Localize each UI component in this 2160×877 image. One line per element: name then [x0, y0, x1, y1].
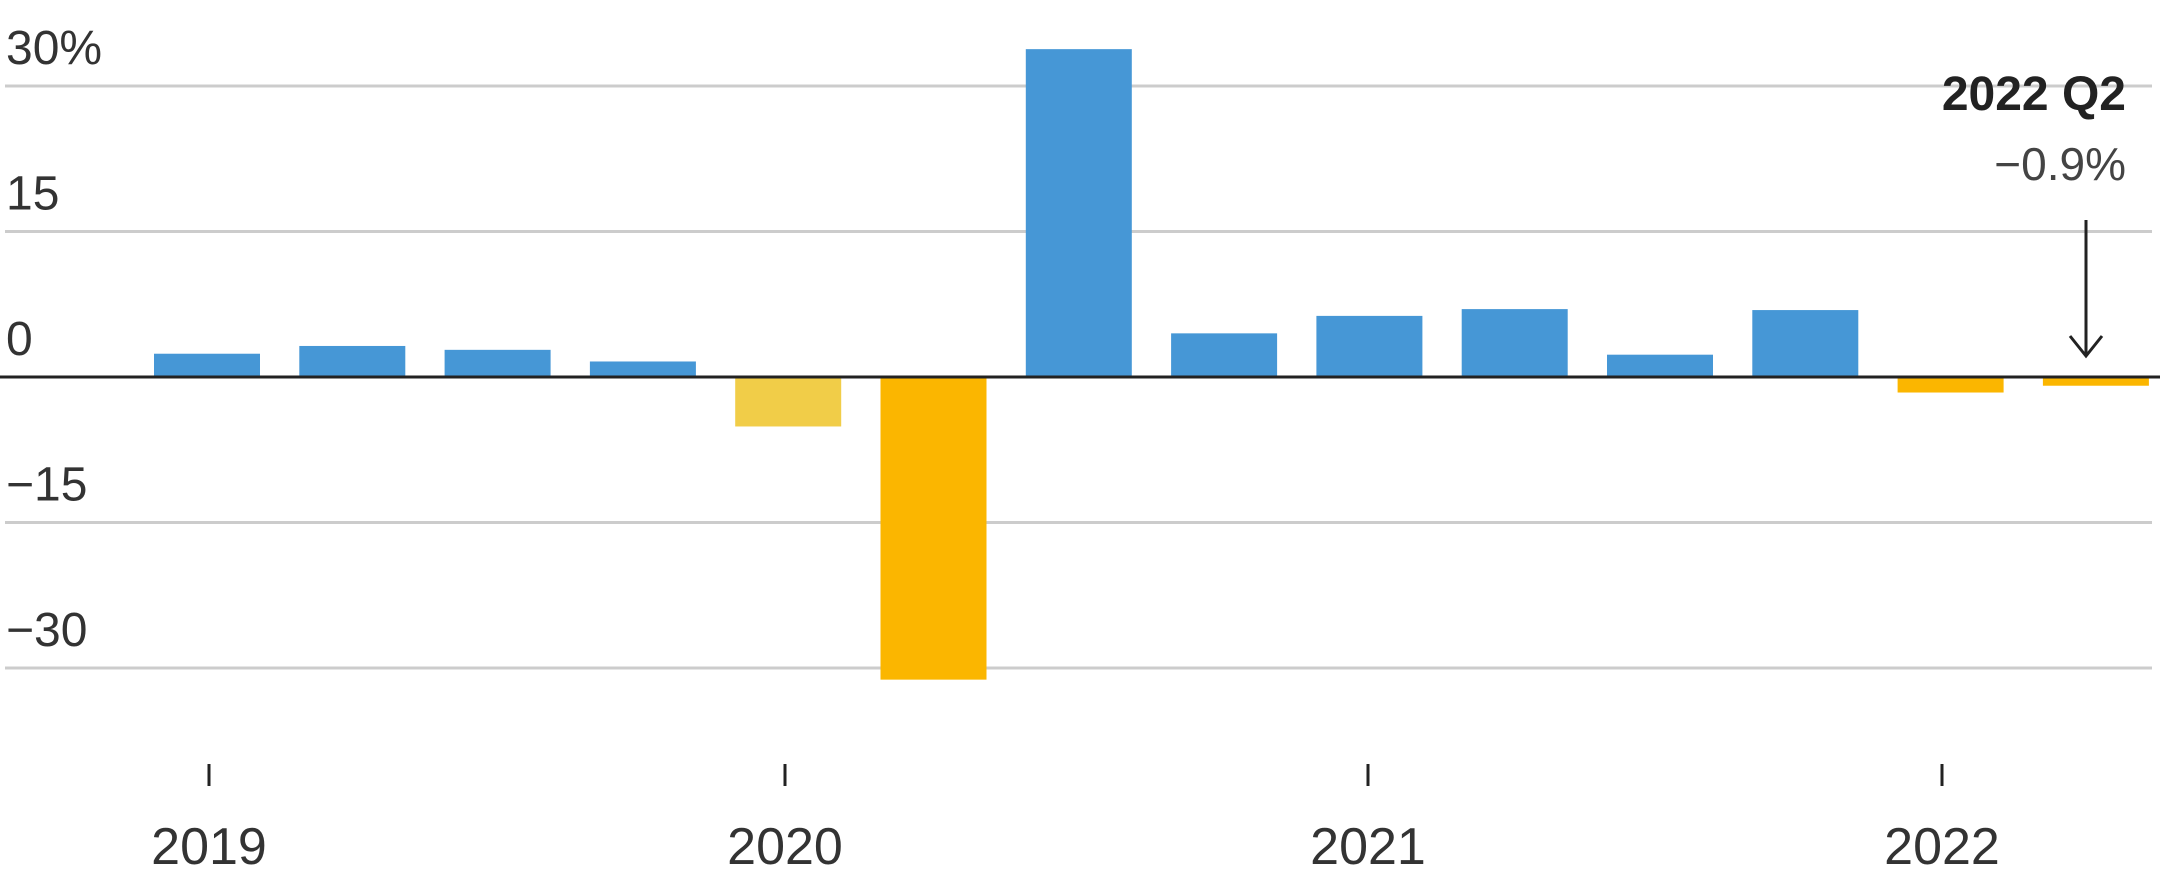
x-tick-label: 2022: [1884, 818, 2000, 876]
x-tick-label: 2019: [151, 818, 267, 876]
bar: [2042, 377, 2149, 386]
bar: [589, 361, 696, 377]
y-axis-tick-labels: 30% 15 0 −15 −30: [6, 22, 102, 657]
bar: [1171, 333, 1278, 377]
y-tick-label: −30: [6, 604, 87, 657]
bar: [880, 377, 987, 680]
y-tick-label: 0: [6, 313, 33, 366]
annotation-title: 2022 Q2: [1942, 68, 2126, 121]
annotation-value: −0.9%: [1994, 138, 2126, 190]
bar: [1607, 354, 1713, 377]
bar: [1752, 310, 1859, 377]
bar: [444, 349, 551, 377]
bar: [299, 345, 406, 377]
y-tick-label: 15: [6, 168, 59, 221]
bar: [1461, 309, 1568, 377]
bar: [154, 353, 260, 377]
bars: [154, 49, 2149, 680]
x-axis: 2019 2020 2021 2022: [151, 764, 2000, 876]
x-tick-label: 2020: [727, 818, 843, 876]
y-tick-label: 30%: [6, 22, 102, 75]
bar: [1316, 315, 1423, 377]
x-tick-label: 2021: [1310, 818, 1426, 876]
bar: [1025, 49, 1132, 377]
latest-quarter-annotation: 2022 Q2 −0.9%: [1942, 68, 2126, 359]
bar: [1897, 377, 2004, 393]
bar: [735, 377, 842, 427]
annotation-arrow-head: [2068, 335, 2104, 359]
y-tick-label: −15: [6, 459, 87, 512]
